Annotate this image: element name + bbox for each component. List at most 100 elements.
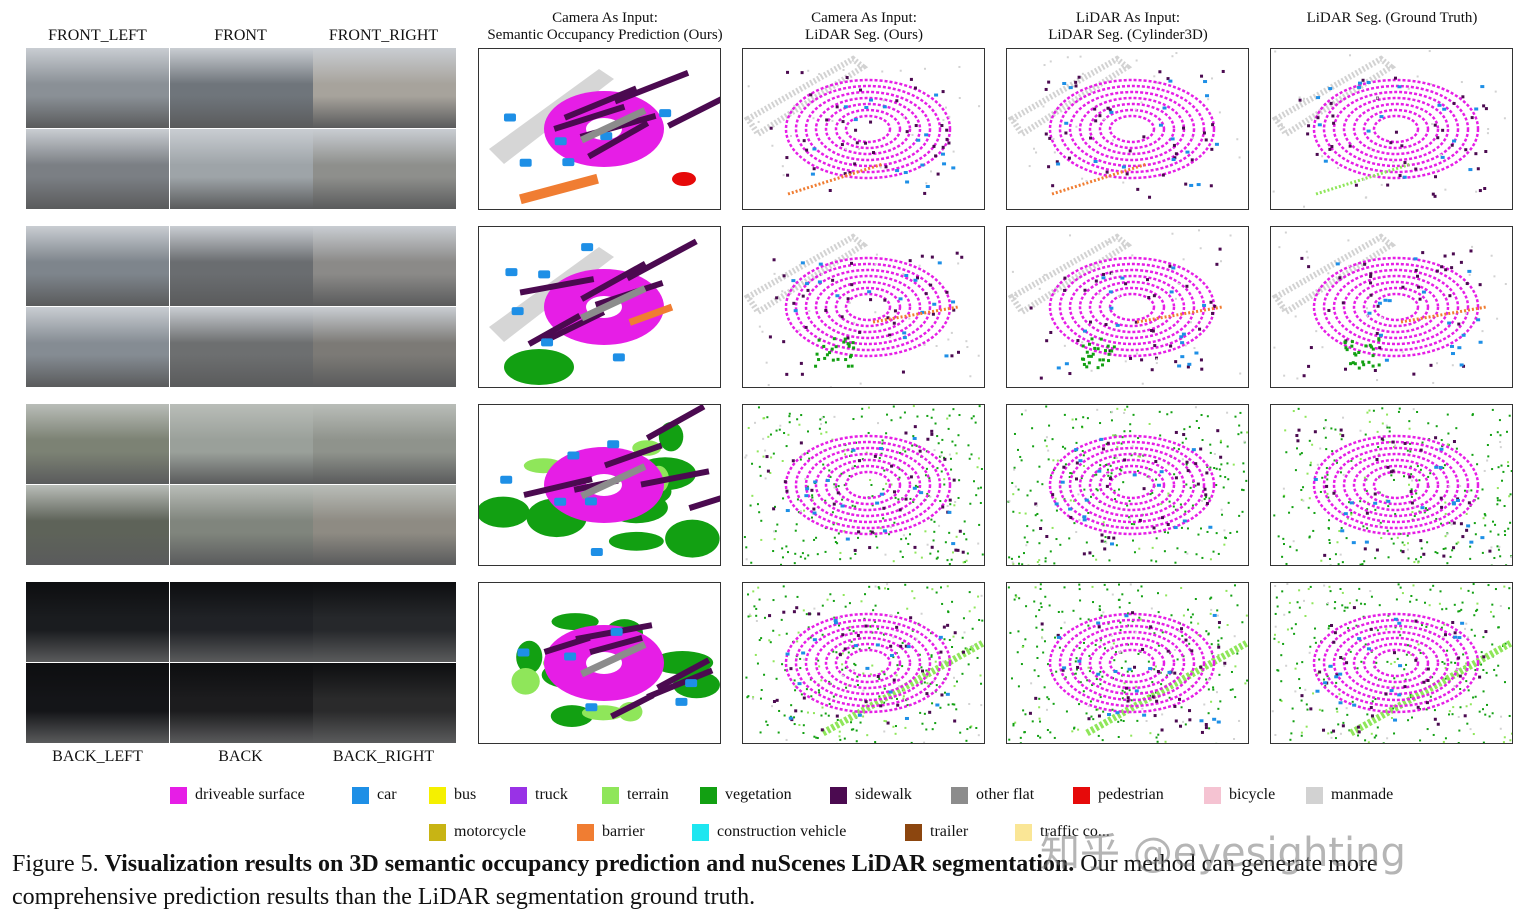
legend-label: traffic co...: [1040, 823, 1110, 840]
legend-label: bicycle: [1229, 786, 1276, 803]
legend-label: car: [377, 786, 397, 803]
legend-label: manmade: [1331, 786, 1394, 803]
scene-render: [745, 583, 984, 743]
cam-label-back: BACK: [218, 748, 263, 765]
camera-image: [313, 485, 456, 565]
legend-swatch: [429, 786, 446, 804]
legend-swatch: [352, 786, 369, 804]
legend-item: trailer: [905, 823, 968, 841]
scene-render: [1007, 583, 1248, 743]
occupancy-prediction-panel: [478, 226, 721, 388]
camera-image: [169, 48, 313, 128]
cam-label-back-left: BACK_LEFT: [52, 748, 143, 765]
cam-label-front-left: FRONT_LEFT: [48, 27, 147, 44]
camera-image: [169, 582, 313, 662]
camera-image: [26, 48, 169, 128]
column-header-line1: Camera As Input:: [552, 10, 658, 26]
camera-mosaic: [26, 48, 456, 210]
legend-swatch: [602, 786, 619, 804]
legend-item: bicycle: [1204, 786, 1275, 804]
legend-swatch: [1204, 786, 1221, 804]
legend-item: truck: [510, 786, 568, 804]
column-header-line2: LiDAR Seg. (Ground Truth): [1306, 10, 1478, 26]
legend-item: car: [352, 786, 397, 804]
legend-label: terrain: [627, 786, 669, 803]
lidar-segmentation-panel: [742, 404, 985, 566]
camera-image: [26, 226, 169, 306]
column-header-lidar-seg-ours: Camera As Input: LiDAR Seg. (Ours): [742, 10, 986, 44]
lidar-segmentation-panel: [742, 226, 985, 388]
occupancy-prediction-panel: [478, 404, 721, 566]
scene-render: [489, 69, 720, 205]
scene-render: [1007, 405, 1248, 565]
scene-render: [743, 55, 981, 196]
legend-item: barrier: [577, 823, 645, 841]
cam-label-back-right: BACK_RIGHT: [332, 748, 435, 765]
camera-image: [169, 226, 313, 306]
scene-render: [1007, 229, 1242, 385]
camera-image: [26, 485, 169, 565]
legend-item: construction vehicle: [692, 823, 846, 841]
camera-image: [313, 226, 456, 306]
legend-label: driveable surface: [195, 786, 305, 803]
camera-image: [313, 404, 456, 484]
camera-image: [169, 129, 313, 209]
camera-image: [313, 582, 456, 662]
legend-swatch: [1306, 786, 1323, 804]
legend-label: pedestrian: [1098, 786, 1164, 803]
scene-render: [743, 405, 984, 565]
column-header-line2: LiDAR Seg. (Ours): [805, 27, 923, 43]
lidar-segmentation-panel: [742, 48, 985, 210]
camera-mosaic: [26, 404, 456, 566]
legend-label: construction vehicle: [717, 823, 847, 840]
lidar-segmentation-panel: [1270, 404, 1513, 566]
legend-label: sidewalk: [855, 786, 912, 803]
legend-swatch: [830, 786, 847, 804]
legend-swatch: [700, 786, 717, 804]
legend-item: driveable surface: [170, 786, 305, 804]
figure-caption: Figure 5. Visualization results on 3D se…: [12, 848, 1527, 914]
camera-image: [26, 404, 169, 484]
legend-item: manmade: [1306, 786, 1393, 804]
watermark: 知乎 @eyesighting: [1040, 830, 1406, 876]
lidar-segmentation-panel: [1270, 582, 1513, 744]
legend-label: vegetation: [725, 786, 792, 803]
scene-render: [1271, 50, 1506, 208]
scene-render: [1271, 583, 1512, 743]
column-header-line2: Semantic Occupancy Prediction (Ours): [487, 27, 723, 43]
lidar-segmentation-panel: [742, 582, 985, 744]
camera-image: [169, 404, 313, 484]
legend-label: bus: [454, 786, 477, 803]
legend-swatch: [577, 823, 594, 841]
camera-image: [313, 129, 456, 209]
lidar-segmentation-panel: [1270, 226, 1513, 388]
caption-bold: Visualization results on 3D semantic occ…: [104, 851, 1075, 877]
legend-item: traffic co...: [1015, 823, 1110, 841]
scene-render: [1271, 231, 1507, 384]
legend-item: motorcycle: [429, 823, 526, 841]
lidar-segmentation-panel: [1270, 48, 1513, 210]
column-header-line1: Camera As Input:: [811, 10, 917, 26]
column-header-line2: LiDAR Seg. (Cylinder3D): [1048, 27, 1208, 43]
camera-image: [169, 307, 313, 387]
legend-item: terrain: [602, 786, 669, 804]
scene-render: [743, 233, 980, 387]
cam-label-front-right: FRONT_RIGHT: [328, 27, 439, 44]
occupancy-prediction-panel: [478, 582, 721, 744]
camera-image: [26, 663, 169, 743]
legend-item: sidewalk: [830, 786, 912, 804]
camera-image: [313, 48, 456, 128]
column-header-occupancy: Camera As Input: Semantic Occupancy Pred…: [460, 10, 750, 44]
legend-item: pedestrian: [1073, 786, 1164, 804]
legend-item: bus: [429, 786, 476, 804]
legend-label: truck: [535, 786, 568, 803]
camera-image: [313, 663, 456, 743]
legend-swatch: [905, 823, 922, 841]
legend-item: other flat: [951, 786, 1034, 804]
camera-image: [169, 485, 313, 565]
camera-image: [26, 582, 169, 662]
caption-rest: Our method can generate more comprehensi…: [12, 851, 1378, 910]
lidar-segmentation-panel: [1006, 404, 1249, 566]
legend-label: trailer: [930, 823, 969, 840]
legend-label: barrier: [602, 823, 645, 840]
